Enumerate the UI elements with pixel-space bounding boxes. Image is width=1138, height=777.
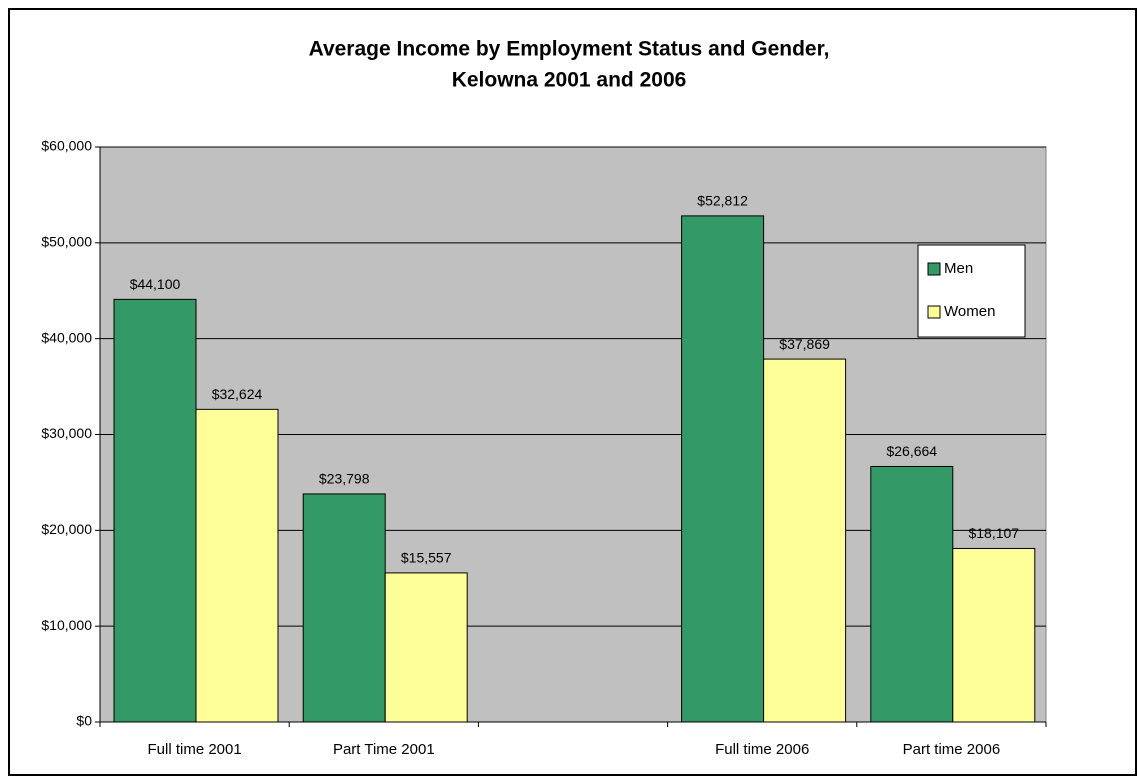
bar: [681, 215, 765, 723]
data-label: $37,869: [779, 336, 830, 352]
bar: [952, 547, 1036, 723]
y-tick-label: $50,000: [41, 234, 92, 250]
legend-label: Women: [944, 303, 995, 320]
chart-title: Average Income by Employment Status and …: [309, 38, 830, 61]
legend-label: Men: [944, 260, 973, 277]
bar: [870, 465, 954, 723]
data-label: $32,624: [212, 386, 263, 402]
x-tick-label: Part Time 2001: [333, 741, 435, 758]
chart-title: Kelowna 2001 and 2006: [452, 69, 687, 92]
bar: [302, 493, 386, 723]
x-tick-label: Full time 2001: [147, 741, 241, 758]
bar: [384, 572, 468, 723]
legend-swatch: [927, 262, 941, 276]
bar: [195, 408, 279, 723]
bar: [113, 298, 197, 723]
y-tick-label: $20,000: [41, 521, 92, 537]
legend-swatch: [927, 305, 941, 319]
data-label: $26,664: [886, 443, 937, 459]
data-label: $23,798: [319, 471, 370, 487]
y-tick-label: $0: [76, 713, 92, 729]
data-label: $52,812: [697, 193, 748, 209]
data-label: $18,107: [968, 525, 1019, 541]
y-tick-label: $60,000: [41, 138, 92, 154]
y-tick-label: $40,000: [41, 329, 92, 345]
bar: [763, 358, 847, 723]
x-tick-label: Full time 2006: [715, 741, 809, 758]
data-label: $15,557: [401, 550, 452, 566]
data-label: $44,100: [130, 276, 181, 292]
x-tick-label: Part time 2006: [903, 741, 1001, 758]
y-tick-label: $10,000: [41, 617, 92, 633]
y-tick-label: $30,000: [41, 425, 92, 441]
legend: [917, 244, 1026, 338]
